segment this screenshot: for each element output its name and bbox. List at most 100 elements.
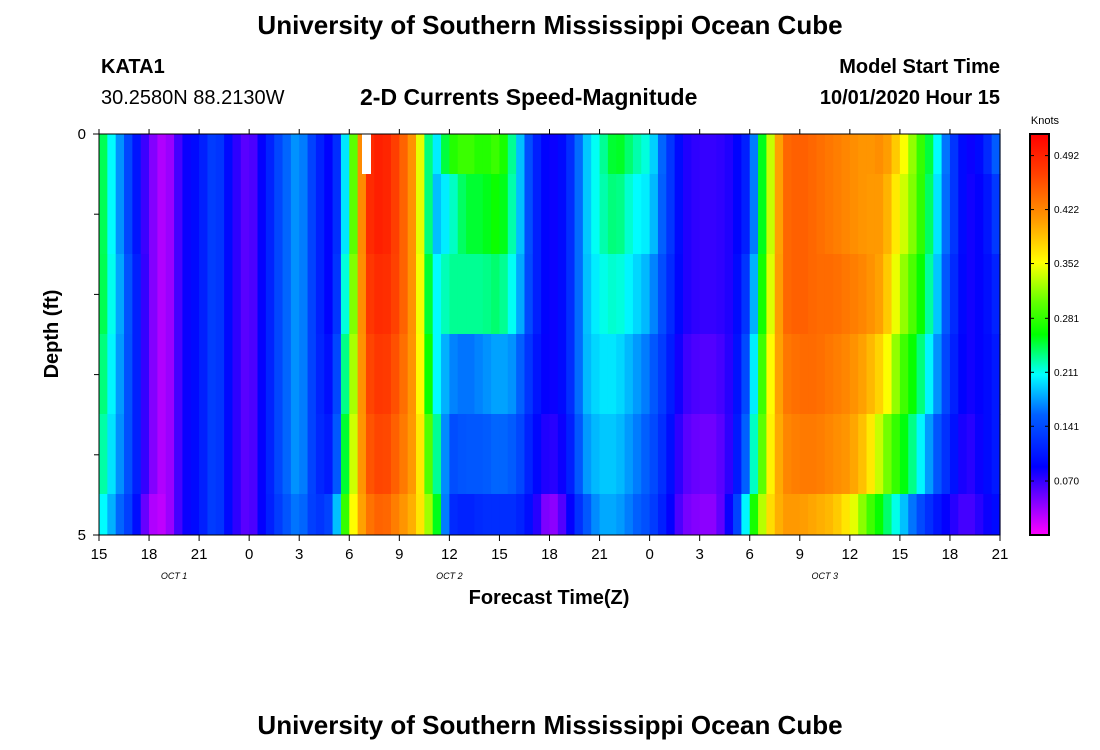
heatmap-cell — [324, 174, 334, 255]
heatmap-cell — [140, 494, 150, 536]
heatmap-cell — [941, 334, 951, 415]
heatmap-cell — [324, 334, 334, 415]
heatmap-cell — [365, 494, 375, 536]
heatmap-cell — [491, 134, 501, 175]
heatmap-cell — [858, 334, 868, 415]
heatmap-cell — [941, 134, 951, 175]
heatmap-cell — [491, 334, 501, 415]
heatmap-cell — [215, 134, 225, 175]
heatmap-cell — [340, 134, 350, 175]
heatmap-cell — [557, 134, 567, 175]
heatmap-cell — [716, 414, 726, 495]
heatmap-cell — [908, 174, 918, 255]
heatmap-cell — [799, 494, 809, 536]
heatmap-cell — [816, 174, 826, 255]
heatmap-cell — [916, 494, 926, 536]
heatmap-cell — [482, 414, 492, 495]
heatmap-cell — [466, 334, 476, 415]
heatmap-cell — [157, 174, 167, 255]
heatmap-cell — [682, 414, 692, 495]
heatmap-cell — [299, 134, 309, 175]
heatmap-cell — [107, 174, 117, 255]
heatmap-cell — [482, 494, 492, 536]
heatmap-cell — [541, 134, 551, 175]
heatmap-cell — [674, 334, 684, 415]
heatmap-cell — [758, 414, 767, 495]
heatmap-cell — [507, 174, 517, 255]
heatmap-cell — [524, 254, 534, 335]
heatmap-cell — [691, 494, 701, 536]
heatmap-cell — [449, 254, 459, 335]
heatmap-cell — [641, 494, 651, 536]
heatmap-cell — [549, 174, 559, 255]
heatmap-cell — [666, 134, 676, 175]
heatmap-cell — [774, 254, 784, 335]
heatmap-cell — [441, 494, 450, 536]
heatmap-cell — [215, 254, 225, 335]
heatmap-cell — [624, 254, 634, 335]
heatmap-cell — [357, 334, 367, 415]
heatmap-cell — [591, 174, 601, 255]
heatmap-cell — [933, 254, 943, 335]
heatmap-cell — [257, 254, 267, 335]
heatmap-cell — [282, 334, 292, 415]
heatmap-cell — [883, 494, 893, 536]
heatmap-cell — [441, 254, 450, 335]
heatmap-cell — [833, 134, 843, 175]
heatmap-cell — [766, 254, 776, 335]
heatmap-cell — [365, 334, 375, 415]
heatmap-cell — [566, 494, 576, 536]
heatmap-cell — [441, 174, 450, 255]
heatmap-cell — [299, 174, 309, 255]
x-tick-label: 9 — [796, 546, 804, 563]
heatmap-cell — [290, 134, 300, 175]
heatmap-cell — [482, 334, 492, 415]
model-start-time: 10/01/2020 Hour 15 — [819, 87, 1000, 109]
heatmap-cell — [816, 414, 826, 495]
heatmap-cell — [632, 494, 642, 536]
heatmap-cell — [524, 414, 534, 495]
heatmap-cell — [958, 134, 968, 175]
heatmap-cell — [557, 254, 567, 335]
heatmap-cell — [132, 414, 142, 495]
heatmap-cell — [724, 494, 734, 536]
heatmap-cell — [716, 494, 726, 536]
heatmap-cell — [424, 254, 434, 335]
heatmap-cell — [616, 334, 626, 415]
heatmap-cell — [424, 334, 434, 415]
heatmap-cell — [632, 414, 642, 495]
heatmap-cell — [741, 254, 751, 335]
heatmap-cell — [115, 414, 125, 495]
heatmap-cell — [182, 174, 192, 255]
heatmap-cell — [257, 334, 267, 415]
heatmap-cell — [824, 334, 834, 415]
heatmap-cell — [949, 174, 959, 255]
heatmap-cell — [574, 254, 584, 335]
heatmap-cell — [607, 334, 617, 415]
heatmap-cell — [849, 134, 859, 175]
heatmap-cell — [682, 494, 692, 536]
heatmap-cell — [457, 334, 467, 415]
heatmap-cell — [749, 494, 759, 536]
heatmap-cell — [149, 494, 158, 536]
heatmap-cell — [441, 414, 450, 495]
heatmap-cell — [666, 494, 676, 536]
heatmap-cell — [374, 414, 384, 495]
heatmap-cell — [541, 254, 551, 335]
heatmap-cell — [566, 414, 576, 495]
heatmap-cell — [908, 134, 918, 175]
heatmap-cell — [115, 174, 125, 255]
heatmap-cell — [774, 334, 784, 415]
colorbar-tick-label: 0.352 — [1054, 259, 1079, 270]
heatmap-cell — [816, 334, 826, 415]
heatmap-cell — [874, 254, 884, 335]
heatmap-cell — [232, 494, 242, 536]
heatmap-cell — [282, 494, 292, 536]
heatmap-cell — [115, 334, 125, 415]
heatmap-cell — [824, 134, 834, 175]
heatmap-cell — [99, 254, 108, 335]
heatmap-cell — [691, 134, 701, 175]
heatmap-cell — [382, 414, 392, 495]
heatmap-cell — [265, 334, 275, 415]
heatmap-cell — [449, 174, 459, 255]
